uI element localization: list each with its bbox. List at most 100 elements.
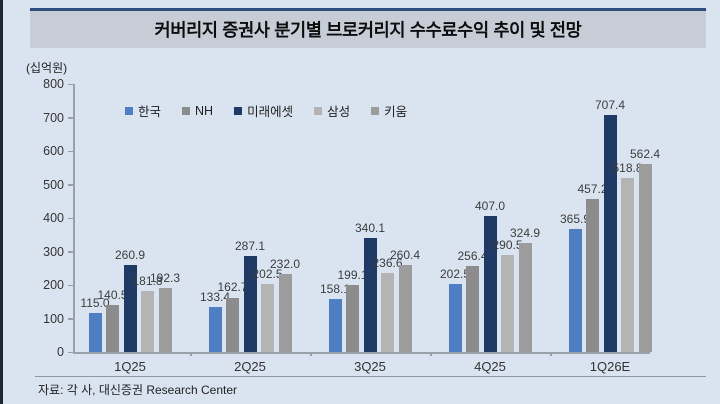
y-axis-unit-label: (십억원) (26, 61, 68, 75)
bar (518, 243, 532, 352)
bar-value-label: 162.7 (217, 280, 248, 295)
bar-value-label: 232.0 (269, 257, 301, 272)
bar-value-label: 158.1 (319, 282, 351, 297)
bar (243, 255, 257, 352)
bar-value-label: 202.5 (252, 267, 283, 282)
legend-swatch (125, 106, 133, 115)
legend-label: 한국 (138, 105, 162, 119)
bar-value-label: 340.1 (354, 221, 386, 236)
y-tick-label: 700 (43, 110, 64, 125)
bar (88, 313, 102, 352)
bar (568, 229, 582, 352)
y-tick-label: 500 (43, 177, 64, 192)
source-note: 자료: 각 사, 대신증권 Research Center (38, 383, 238, 397)
bar (501, 254, 514, 352)
x-tick-label: 3Q25 (354, 359, 386, 374)
x-axis-tick (310, 352, 312, 356)
x-axis-line (73, 352, 650, 354)
legend-swatch (371, 106, 380, 115)
x-tick-label: 2Q25 (234, 359, 266, 374)
bar-value-label: 115.0 (80, 296, 110, 311)
x-axis-tick (550, 352, 552, 356)
bar (483, 215, 497, 352)
x-tick-label: 4Q25 (474, 359, 506, 374)
bar-value-label: 365.9 (559, 212, 591, 227)
bar-value-label: 181.8 (132, 274, 163, 289)
legend-swatch (234, 106, 243, 115)
left-edge-bar (0, 0, 3, 404)
y-axis-tick (68, 83, 73, 85)
legend-item: 삼성 (314, 101, 350, 120)
y-axis-tick (68, 251, 73, 253)
legend-label: 미래에셋 (247, 105, 294, 119)
bar-value-label: 562.4 (629, 146, 661, 161)
bar (638, 163, 652, 352)
legend-label: NH (195, 103, 214, 118)
bar (621, 178, 634, 352)
legend-item: NH (182, 104, 213, 118)
legend-swatch (314, 106, 323, 115)
y-axis-tick (68, 150, 73, 152)
bar-value-label: 236.6 (372, 255, 403, 270)
bar-value-label: 202.5 (439, 267, 471, 282)
bar (466, 266, 479, 352)
bar (278, 274, 292, 352)
bar (141, 291, 154, 352)
legend-item: 한국 (125, 101, 161, 120)
bar (586, 198, 599, 352)
bar-value-label: 324.9 (509, 226, 541, 241)
bar-value-label: 287.1 (234, 238, 266, 253)
bar (158, 287, 172, 352)
y-tick-label: 100 (43, 311, 64, 326)
bar (603, 115, 617, 352)
bar (226, 297, 239, 352)
legend-swatch (182, 106, 191, 115)
y-axis-tick (68, 318, 73, 320)
bar (346, 285, 359, 352)
bar (381, 272, 394, 352)
y-axis-tick (68, 117, 73, 119)
bar-value-label: 518.8 (612, 161, 643, 176)
y-tick-label: 0 (57, 345, 64, 359)
y-tick-label: 800 (43, 77, 64, 91)
bar (448, 284, 462, 352)
y-tick-label: 300 (43, 244, 64, 259)
y-tick-label: 600 (43, 144, 64, 158)
bar (123, 264, 137, 352)
bar (106, 304, 119, 352)
bar-value-label: 192.3 (149, 270, 181, 285)
bar-value-label: 256.4 (457, 249, 488, 264)
y-tick-label: 400 (43, 211, 64, 225)
bar-value-label: 260.9 (114, 247, 146, 262)
y-tick-label: 200 (43, 278, 64, 292)
y-axis-tick (68, 284, 73, 286)
x-axis-tick (190, 352, 192, 356)
legend-item: 미래에셋 (234, 101, 293, 120)
bar-value-label: 199.1 (337, 268, 368, 283)
bar (328, 299, 342, 352)
y-axis-tick (68, 351, 73, 353)
bar-value-label: 140.5 (97, 287, 128, 302)
bar (208, 307, 222, 352)
y-axis-tick (68, 217, 73, 219)
bar-value-label: 407.0 (474, 198, 506, 213)
bar-value-label: 457.2 (577, 181, 608, 196)
x-tick-label: 1Q25 (114, 359, 146, 374)
bar-value-label: 707.4 (594, 98, 626, 113)
bar-value-label: 133.4 (199, 290, 231, 305)
bar-value-label: 290.5 (492, 237, 523, 252)
chart-title: 커버리지 증권사 분기별 브로커리지 수수료수익 추이 및 전망 (154, 20, 582, 40)
bar (261, 284, 274, 352)
y-axis-tick (68, 184, 73, 186)
legend-item: 키움 (371, 101, 407, 120)
legend-label: 키움 (384, 105, 408, 119)
legend: 한국 NH 미래에셋 삼성 키움 (125, 101, 407, 120)
x-tick-label: 1Q26E (589, 359, 631, 374)
y-axis-line (73, 84, 75, 352)
x-axis-tick (430, 352, 432, 356)
bar (363, 238, 377, 352)
title-bar: 커버리지 증권사 분기별 브로커리지 수수료수익 추이 및 전망 (30, 8, 706, 48)
bar (398, 264, 412, 352)
source-divider (35, 376, 706, 377)
